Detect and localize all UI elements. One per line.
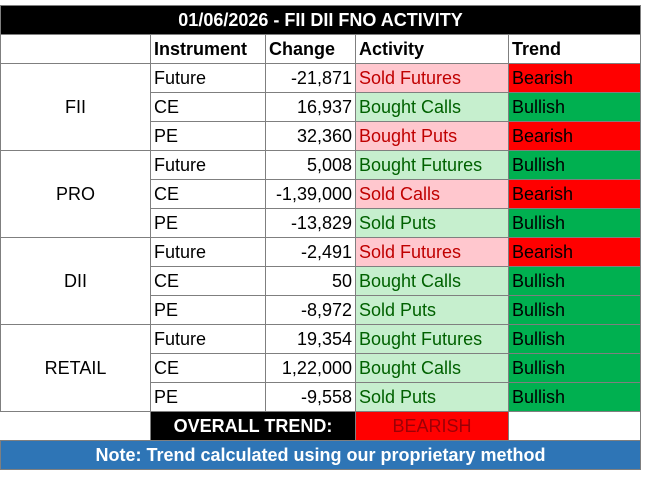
activity: Bought Puts bbox=[355, 121, 509, 151]
change: 32,360 bbox=[265, 121, 356, 151]
activity: Sold Puts bbox=[355, 295, 509, 325]
trend: Bullish bbox=[507, 295, 642, 325]
title-row: 01/06/2026 - FII DII FNO ACTIVITY bbox=[0, 5, 642, 35]
trend: Bullish bbox=[507, 324, 642, 354]
change: -9,558 bbox=[265, 382, 356, 412]
trend: Bearish bbox=[507, 63, 642, 93]
title: 01/06/2026 - FII DII FNO ACTIVITY bbox=[0, 5, 642, 35]
data-row: CE 16,937 Bought Calls Bullish bbox=[1, 92, 642, 122]
group-name: FII bbox=[0, 63, 151, 151]
header-row: Instrument Change Activity Trend bbox=[0, 34, 642, 64]
overall-value: BEARISH bbox=[355, 411, 509, 441]
data-row: FII Future -21,871 Sold Futures Bearish bbox=[0, 63, 642, 151]
blank-cell bbox=[1, 412, 151, 441]
change: 1,22,000 bbox=[265, 353, 356, 383]
instrument: CE bbox=[150, 179, 266, 209]
change: -2,491 bbox=[265, 237, 356, 267]
data-row: PE -13,829 Sold Puts Bullish bbox=[1, 208, 642, 238]
overall-label: OVERALL TREND: bbox=[150, 411, 356, 441]
data-row: PE 32,360 Bought Puts Bearish bbox=[1, 121, 642, 151]
overall-row: OVERALL TREND: BEARISH bbox=[1, 411, 642, 441]
data-row: RETAIL Future 19,354 Bought Futures Bullish bbox=[0, 324, 642, 412]
trend: Bullish bbox=[507, 266, 642, 296]
instrument: PE bbox=[150, 382, 266, 412]
header-cell: Instrument bbox=[150, 34, 266, 64]
activity: Sold Futures bbox=[355, 63, 509, 93]
trend: Bullish bbox=[507, 208, 642, 238]
trend: Bearish bbox=[507, 121, 642, 151]
instrument: CE bbox=[150, 92, 266, 122]
change: 50 bbox=[265, 266, 356, 296]
data-row: PRO Future 5,008 Bought Futures Bullish bbox=[0, 150, 642, 238]
change: 5,008 bbox=[265, 150, 356, 180]
fno-table: 01/06/2026 - FII DII FNO ACTIVITY Instru… bbox=[0, 5, 642, 470]
activity: Bought Calls bbox=[355, 92, 509, 122]
header-cell: Change bbox=[265, 34, 356, 64]
trend: Bullish bbox=[507, 353, 642, 383]
instrument: Future bbox=[150, 237, 266, 267]
activity: Bought Futures bbox=[355, 324, 509, 354]
change: -1,39,000 bbox=[265, 179, 356, 209]
group-name: DII bbox=[0, 237, 151, 325]
change: -21,871 bbox=[265, 63, 356, 93]
activity: Bought Calls bbox=[355, 353, 509, 383]
note: Note: Trend calculated using our proprie… bbox=[0, 440, 642, 470]
data-row: CE 50 Bought Calls Bullish bbox=[1, 266, 642, 296]
instrument: Future bbox=[150, 324, 266, 354]
header-cell: Activity bbox=[355, 34, 509, 64]
instrument: CE bbox=[150, 353, 266, 383]
blank-cell bbox=[0, 34, 151, 64]
header-cell: Trend bbox=[507, 34, 642, 64]
trend: Bearish bbox=[507, 179, 642, 209]
change: -8,972 bbox=[265, 295, 356, 325]
activity: Sold Calls bbox=[355, 179, 509, 209]
data-row: PE -8,972 Sold Puts Bullish bbox=[1, 295, 642, 325]
blank-cell bbox=[507, 411, 642, 441]
change: 16,937 bbox=[265, 92, 356, 122]
activity: Bought Futures bbox=[355, 150, 509, 180]
instrument: Future bbox=[150, 63, 266, 93]
trend: Bullish bbox=[507, 150, 642, 180]
data-row: DII Future -2,491 Sold Futures Bearish bbox=[0, 237, 642, 325]
group-name: PRO bbox=[0, 150, 151, 238]
table-body: 01/06/2026 - FII DII FNO ACTIVITY Instru… bbox=[0, 5, 642, 470]
instrument: CE bbox=[150, 266, 266, 296]
activity: Bought Calls bbox=[355, 266, 509, 296]
group-name: RETAIL bbox=[0, 324, 151, 412]
trend: Bullish bbox=[507, 92, 642, 122]
data-row: CE -1,39,000 Sold Calls Bearish bbox=[1, 179, 642, 209]
instrument: PE bbox=[150, 208, 266, 238]
instrument: PE bbox=[150, 295, 266, 325]
trend: Bearish bbox=[507, 237, 642, 267]
activity: Sold Puts bbox=[355, 208, 509, 238]
activity: Sold Puts bbox=[355, 382, 509, 412]
instrument: Future bbox=[150, 150, 266, 180]
instrument: PE bbox=[150, 121, 266, 151]
data-row: PE -9,558 Sold Puts Bullish bbox=[1, 382, 642, 412]
activity: Sold Futures bbox=[355, 237, 509, 267]
trend: Bullish bbox=[507, 382, 642, 412]
change: -13,829 bbox=[265, 208, 356, 238]
change: 19,354 bbox=[265, 324, 356, 354]
note-row: Note: Trend calculated using our proprie… bbox=[0, 440, 642, 470]
